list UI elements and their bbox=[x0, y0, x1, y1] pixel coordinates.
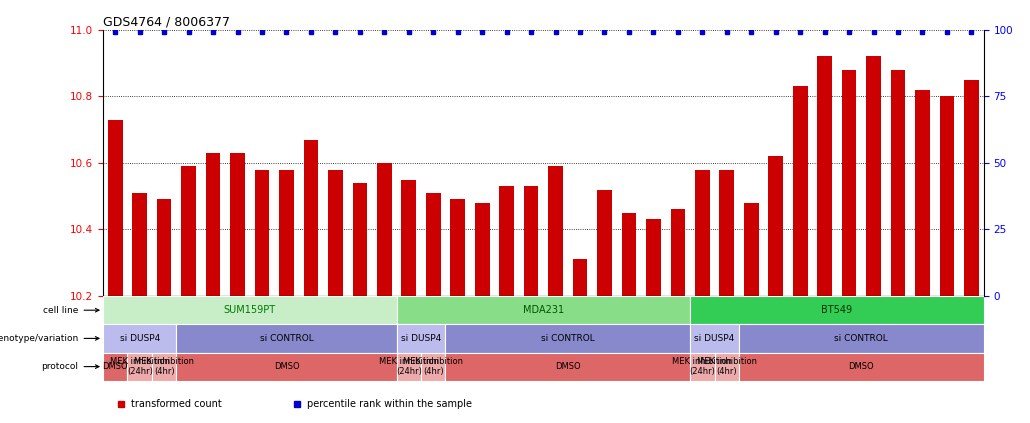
Text: MEK inhibition
(24hr): MEK inhibition (24hr) bbox=[109, 357, 170, 376]
Bar bbox=[103, 352, 128, 381]
Bar bbox=[254, 170, 269, 296]
Text: si CONTROL: si CONTROL bbox=[260, 334, 313, 343]
Bar bbox=[421, 352, 445, 381]
Text: si DUSP4: si DUSP4 bbox=[119, 334, 160, 343]
Bar bbox=[573, 259, 587, 296]
Bar bbox=[206, 153, 220, 296]
Text: SUM159PT: SUM159PT bbox=[224, 305, 276, 315]
Text: si CONTROL: si CONTROL bbox=[541, 334, 594, 343]
Text: MDA231: MDA231 bbox=[523, 305, 563, 315]
Bar bbox=[690, 296, 984, 324]
Bar bbox=[445, 352, 690, 381]
Text: DMSO: DMSO bbox=[555, 362, 581, 371]
Bar bbox=[128, 352, 152, 381]
Bar bbox=[397, 296, 690, 324]
Bar bbox=[279, 170, 294, 296]
Bar bbox=[671, 209, 685, 296]
Text: GDS4764 / 8006377: GDS4764 / 8006377 bbox=[103, 16, 230, 28]
Bar bbox=[939, 96, 954, 296]
Bar bbox=[426, 193, 441, 296]
Text: si DUSP4: si DUSP4 bbox=[401, 334, 441, 343]
Bar bbox=[793, 86, 808, 296]
Bar bbox=[450, 200, 465, 296]
Text: protocol: protocol bbox=[41, 362, 99, 371]
Bar bbox=[352, 183, 367, 296]
Bar bbox=[891, 69, 905, 296]
Bar bbox=[152, 352, 176, 381]
Bar bbox=[915, 90, 930, 296]
Bar bbox=[964, 80, 978, 296]
Bar bbox=[377, 163, 391, 296]
Bar bbox=[475, 203, 489, 296]
Bar bbox=[842, 69, 856, 296]
Bar bbox=[132, 193, 147, 296]
Bar bbox=[397, 324, 445, 352]
Bar bbox=[328, 170, 343, 296]
Bar bbox=[715, 352, 739, 381]
Text: percentile rank within the sample: percentile rank within the sample bbox=[307, 399, 473, 409]
Bar bbox=[817, 56, 832, 296]
Bar bbox=[108, 120, 123, 296]
Bar bbox=[690, 352, 715, 381]
Text: MEK inhibition
(24hr): MEK inhibition (24hr) bbox=[673, 357, 732, 376]
Text: transformed count: transformed count bbox=[131, 399, 221, 409]
Bar bbox=[397, 352, 421, 381]
Bar bbox=[181, 166, 196, 296]
Bar bbox=[445, 324, 690, 352]
Bar bbox=[103, 324, 176, 352]
Bar bbox=[304, 140, 318, 296]
Text: DMSO: DMSO bbox=[274, 362, 300, 371]
Bar bbox=[176, 352, 397, 381]
Text: MEK inhibition
(4hr): MEK inhibition (4hr) bbox=[696, 357, 757, 376]
Text: DMSO: DMSO bbox=[102, 362, 128, 371]
Bar bbox=[739, 324, 984, 352]
Bar bbox=[176, 324, 397, 352]
Text: MEK inhibition
(24hr): MEK inhibition (24hr) bbox=[379, 357, 439, 376]
Bar bbox=[866, 56, 881, 296]
Text: BT549: BT549 bbox=[821, 305, 853, 315]
Text: MEK inhibition
(4hr): MEK inhibition (4hr) bbox=[134, 357, 195, 376]
Text: si CONTROL: si CONTROL bbox=[834, 334, 888, 343]
Bar bbox=[695, 170, 710, 296]
Bar bbox=[548, 166, 562, 296]
Bar bbox=[230, 153, 245, 296]
Text: cell line: cell line bbox=[43, 306, 99, 315]
Bar bbox=[719, 170, 734, 296]
Bar bbox=[646, 220, 660, 296]
Bar bbox=[597, 190, 612, 296]
Text: DMSO: DMSO bbox=[849, 362, 874, 371]
Bar bbox=[402, 179, 416, 296]
Bar bbox=[744, 203, 758, 296]
Text: si DUSP4: si DUSP4 bbox=[694, 334, 734, 343]
Bar bbox=[157, 200, 171, 296]
Bar bbox=[690, 324, 739, 352]
Bar bbox=[500, 186, 514, 296]
Bar bbox=[103, 296, 397, 324]
Bar bbox=[622, 213, 637, 296]
Bar bbox=[523, 186, 539, 296]
Text: genotype/variation: genotype/variation bbox=[0, 334, 99, 343]
Text: MEK inhibition
(4hr): MEK inhibition (4hr) bbox=[403, 357, 464, 376]
Bar bbox=[739, 352, 984, 381]
Bar bbox=[768, 156, 783, 296]
